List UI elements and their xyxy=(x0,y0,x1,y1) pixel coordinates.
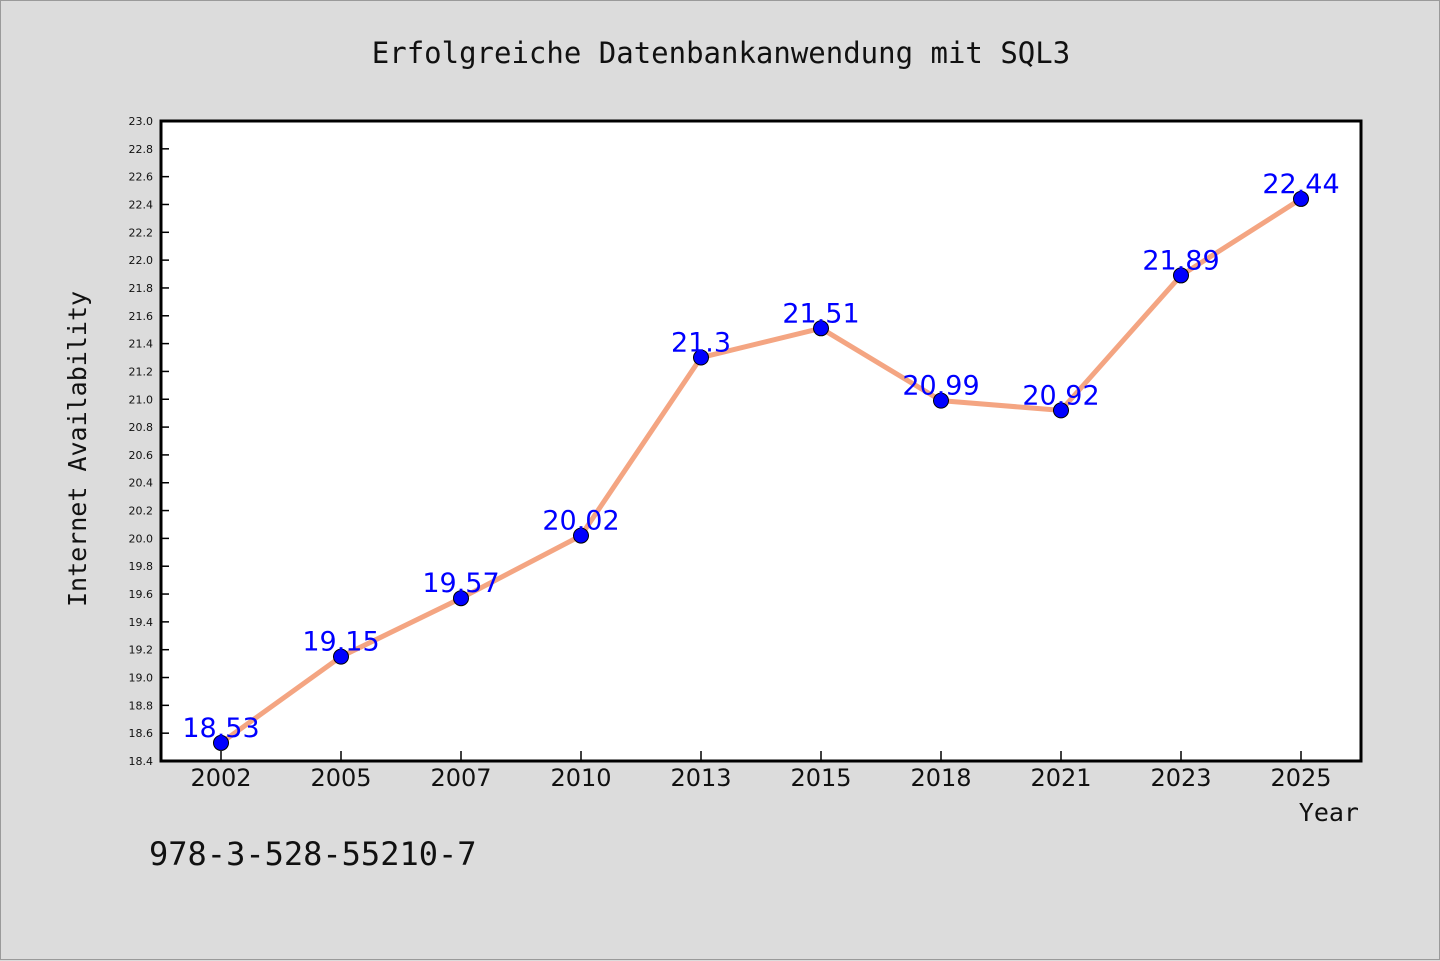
x-tick-label: 2018 xyxy=(910,764,971,792)
data-label: 21.51 xyxy=(782,298,859,329)
data-label: 20.02 xyxy=(542,506,619,537)
x-tick-label: 2023 xyxy=(1150,764,1211,792)
data-point xyxy=(1053,402,1069,419)
y-tick-label: 21.0 xyxy=(129,393,154,406)
data-label: 19.57 xyxy=(422,568,499,599)
data-point xyxy=(213,734,229,751)
y-tick-label: 21.2 xyxy=(129,365,154,378)
y-tick-label: 18.8 xyxy=(129,699,154,712)
y-tick-label: 19.4 xyxy=(129,616,154,629)
y-tick-label: 19.0 xyxy=(129,672,154,685)
y-tick-label: 20.4 xyxy=(129,477,154,490)
y-tick-label: 22.8 xyxy=(129,143,154,156)
chart-title: Erfolgreiche Datenbankanwendung mit SQL3 xyxy=(372,36,1070,70)
y-tick-label: 23.0 xyxy=(129,115,154,128)
x-tick-label: 2021 xyxy=(1030,764,1091,792)
data-label: 22.44 xyxy=(1262,169,1339,200)
y-tick-label: 19.2 xyxy=(129,644,154,657)
x-tick-label: 2025 xyxy=(1270,764,1331,792)
data-point xyxy=(813,320,829,337)
data-point xyxy=(693,349,709,366)
y-tick-label: 20.2 xyxy=(129,505,154,518)
data-labels: 18.53 19.15 19.57 20.02 21.3 21.51 20.99 20.92 2… xyxy=(182,169,1339,744)
y-tick-label: 20.8 xyxy=(129,421,154,434)
y-tick-label: 22.2 xyxy=(129,226,154,239)
y-tick-label: 22.6 xyxy=(129,171,154,184)
data-label: 20.92 xyxy=(1022,380,1099,411)
series-markers xyxy=(213,190,1309,751)
y-tick-label: 22.4 xyxy=(129,198,154,211)
isbn-text: 978-3-528-55210-7 xyxy=(149,835,477,873)
x-tick-label: 2015 xyxy=(790,764,851,792)
data-point xyxy=(573,527,589,544)
y-axis: 18.4 18.6 18.8 19.0 19.2 19.4 19.6 19.8 20.0 20.2… xyxy=(129,115,169,768)
x-tick-label: 2010 xyxy=(550,764,611,792)
y-tick-label: 21.6 xyxy=(129,310,154,323)
data-point xyxy=(933,392,949,409)
data-label: 21.3 xyxy=(671,328,731,359)
y-tick-label: 20.0 xyxy=(129,532,154,545)
data-label: 18.53 xyxy=(182,713,259,744)
x-tick-label: 2013 xyxy=(670,764,731,792)
data-point xyxy=(1173,267,1189,284)
data-point xyxy=(1293,190,1309,207)
data-label: 20.99 xyxy=(902,371,979,402)
y-tick-label: 19.6 xyxy=(129,588,154,601)
y-tick-label: 18.6 xyxy=(129,727,154,740)
x-tick-label: 2002 xyxy=(190,764,251,792)
y-tick-label: 18.4 xyxy=(129,755,154,768)
data-label: 19.15 xyxy=(302,627,379,658)
x-tick-label: 2005 xyxy=(310,764,371,792)
x-tick-label: 2007 xyxy=(430,764,491,792)
y-tick-label: 21.8 xyxy=(129,282,154,295)
data-label: 21.89 xyxy=(1142,245,1219,276)
y-tick-label: 22.0 xyxy=(129,254,154,267)
data-point xyxy=(453,590,469,607)
x-axis: 2002 2005 2007 2010 2013 2015 2018 2021 2023 2025 xyxy=(190,751,1332,792)
x-axis-label: Year xyxy=(1299,798,1359,827)
y-tick-label: 19.8 xyxy=(129,560,154,573)
plot-area xyxy=(159,119,1363,763)
series-line xyxy=(218,196,1304,746)
y-tick-label: 21.4 xyxy=(129,338,154,351)
y-axis-label: Internet Availability xyxy=(63,291,92,607)
y-tick-label: 20.6 xyxy=(129,449,154,462)
data-point xyxy=(333,648,349,665)
